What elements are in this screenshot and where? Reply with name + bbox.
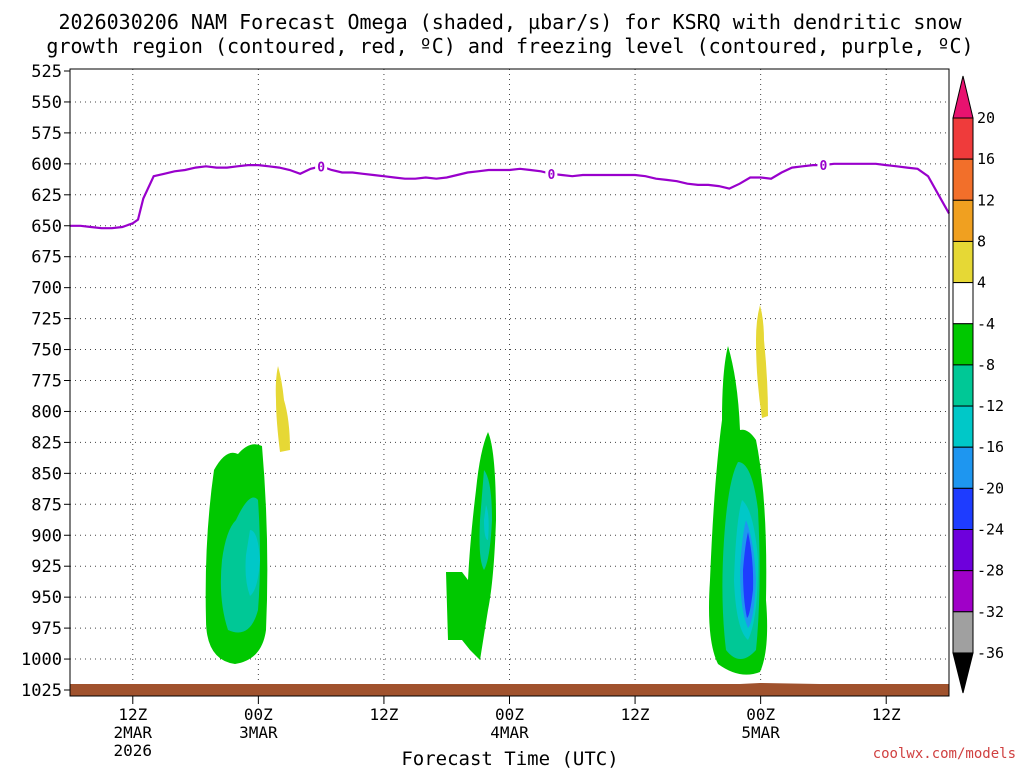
- freezing-level-label: 0: [820, 159, 828, 174]
- colorbar-bin: [952, 570, 974, 613]
- colorbar-bin: [952, 199, 974, 242]
- chart-title-line-1: 2026030206 NAM Forecast Omega (shaded, µ…: [58, 10, 962, 34]
- x-tick-date: 4MAR: [490, 723, 529, 742]
- gridlines: [70, 69, 949, 696]
- y-tick-label: 550: [31, 93, 62, 113]
- omega-area-event-2-core: [484, 505, 489, 540]
- omega-area-upward-1: [275, 366, 290, 452]
- y-tick-label: 925: [31, 557, 62, 577]
- y-axis: 525 550 575 600 625 650 675 700 725 750 775 800 825 8…: [21, 62, 70, 701]
- y-tick-label: 525: [31, 62, 62, 82]
- colorbar-bin: [952, 529, 974, 572]
- y-tick-label: 750: [31, 341, 62, 361]
- x-tick-date: 5MAR: [741, 723, 780, 742]
- colorbar-tick-label: 16: [977, 150, 995, 168]
- colorbar-bin: [952, 117, 974, 160]
- omega-area-event-1-core: [245, 530, 260, 596]
- y-tick-label: 825: [31, 433, 62, 453]
- freezing-level-label-bg: [545, 165, 558, 182]
- colorbar-bin: [952, 364, 974, 407]
- colorbar-tick-label: 8: [977, 232, 986, 250]
- y-tick-label: 850: [31, 464, 62, 484]
- x-axis-label: Forecast Time (UTC): [401, 748, 618, 768]
- colorbar-bin: [952, 611, 974, 654]
- x-tick-date: 2MAR: [114, 723, 153, 742]
- y-tick-label: 900: [31, 526, 62, 546]
- y-tick-label: 975: [31, 619, 62, 639]
- omega-shading: [205, 305, 768, 675]
- y-tick-label: 650: [31, 217, 62, 237]
- y-tick-label: 725: [31, 310, 62, 330]
- x-tick-label: 12Z: [621, 705, 650, 724]
- x-tick-label: 00Z: [746, 705, 775, 724]
- freezing-level-label: 0: [547, 168, 555, 183]
- colorbar-top-arrow: [952, 75, 974, 119]
- colorbar-tick-label: -32: [977, 603, 1004, 621]
- y-tick-label: 775: [31, 372, 62, 392]
- y-tick-label: 625: [31, 186, 62, 206]
- colorbar-tick-label: -16: [977, 438, 1004, 456]
- y-tick-label: 600: [31, 155, 62, 175]
- colorbar: 20 16 12 8 4 -4 -8 -12 -16 -20 -24 -28 -32 -36: [952, 75, 1004, 694]
- colorbar-tick-label: -20: [977, 479, 1004, 497]
- colorbar-bin: [952, 487, 974, 531]
- colorbar-tick-label: -12: [977, 397, 1004, 415]
- x-tick-date: 3MAR: [239, 723, 278, 742]
- y-tick-label: 575: [31, 124, 62, 144]
- y-tick-label: 875: [31, 495, 62, 515]
- x-tick-label: 12Z: [118, 705, 147, 724]
- colorbar-bin: [952, 158, 974, 201]
- freezing-level-layer: 0 0 0: [70, 157, 950, 230]
- colorbar-tick-label: 20: [977, 109, 995, 127]
- x-tick-label: 12Z: [369, 705, 398, 724]
- y-tick-label: 675: [31, 248, 62, 268]
- colorbar-bin: [952, 282, 974, 325]
- freezing-level-label-bg: [315, 158, 328, 175]
- chart-title-line-2: growth region (contoured, red, ºC) and f…: [46, 34, 973, 58]
- colorbar-tick-label: -28: [977, 562, 1004, 580]
- colorbar-bin: [952, 323, 974, 366]
- y-tick-label: 800: [31, 402, 62, 422]
- colorbar-bin: [952, 446, 974, 489]
- colorbar-bottom-arrow: [952, 652, 974, 694]
- x-tick-year: 2026: [114, 741, 153, 760]
- colorbar-tick-label: -36: [977, 644, 1004, 662]
- colorbar-tick-label: 4: [977, 274, 986, 292]
- colorbar-tick-label: -4: [977, 315, 995, 333]
- credit-text: coolwx.com/models: [873, 746, 1016, 762]
- ground-surface-top: [70, 683, 949, 690]
- omega-area-upward-2: [756, 305, 768, 418]
- freezing-level-line: [70, 162, 950, 230]
- colorbar-tick-label: -8: [977, 356, 995, 374]
- y-tick-label: 700: [31, 279, 62, 299]
- colorbar-bin: [952, 240, 974, 284]
- colorbar-bin: [952, 405, 974, 448]
- colorbar-tick-label: -24: [977, 521, 1004, 539]
- freezing-level-label: 0: [317, 160, 325, 175]
- freezing-level-label-bg: [817, 157, 830, 174]
- colorbar-tick-label: 12: [977, 191, 995, 209]
- x-tick-label: 12Z: [872, 705, 901, 724]
- y-tick-label: 950: [31, 588, 62, 608]
- y-tick-label: 1000: [21, 650, 62, 670]
- plot-frame: [69, 68, 950, 697]
- y-tick-label: 1025: [21, 681, 62, 701]
- x-tick-label: 00Z: [244, 705, 273, 724]
- omega-area-event-3-core: [743, 532, 754, 618]
- x-tick-label: 00Z: [495, 705, 524, 724]
